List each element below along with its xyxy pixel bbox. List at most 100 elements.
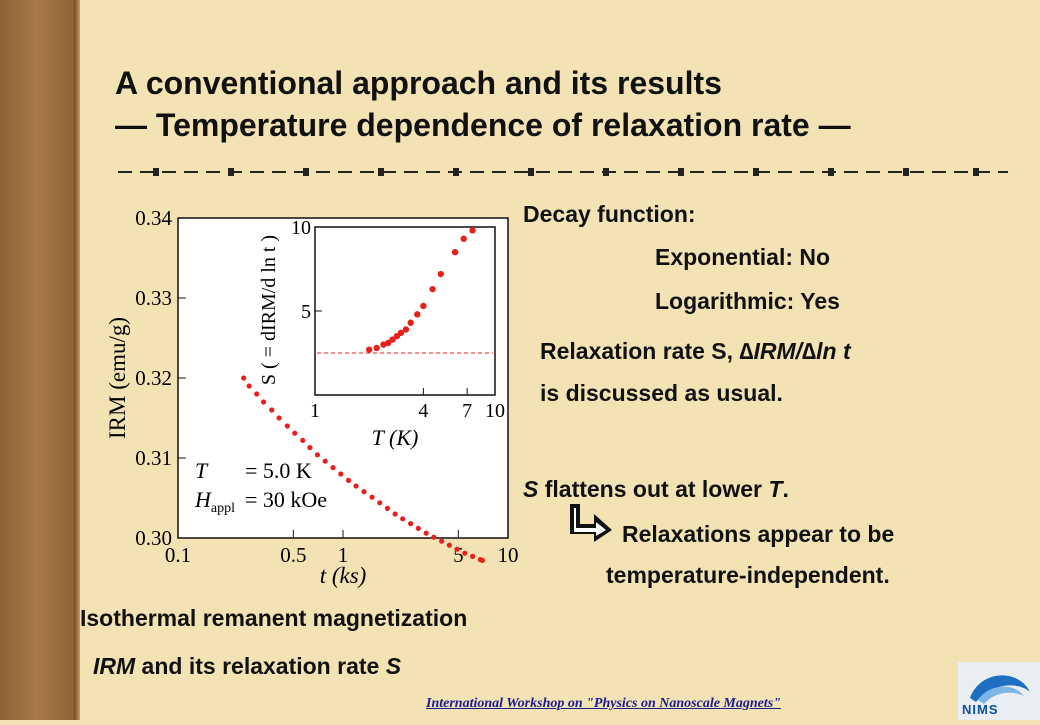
inset-y-label: S ( = dIRM/d ln t ) — [258, 235, 280, 385]
main-data-point — [284, 423, 290, 429]
main-x-label: t (ks) — [320, 563, 367, 588]
main-data-point — [415, 525, 421, 531]
main-data-point — [353, 483, 359, 489]
decay-heading: Decay function: — [523, 201, 696, 227]
dashed-divider — [118, 168, 1008, 176]
inset-data-point — [451, 249, 459, 256]
main-data-point — [338, 471, 344, 477]
main-data-point — [246, 383, 252, 389]
inset-x-tick-label: 7 — [462, 400, 472, 422]
main-data-point — [400, 516, 406, 522]
caption-mid: and its relaxation rate — [135, 653, 386, 679]
main-data-point — [392, 511, 398, 517]
caption-line-2: IRM and its relaxation rate S — [93, 652, 401, 680]
main-y-tick-label: 0.34 — [135, 206, 172, 230]
inset-data-point — [437, 270, 445, 278]
main-y-label: IRM (emu/g) — [105, 317, 130, 439]
main-data-point — [307, 445, 313, 451]
flatten-mid: flattens out at lower — [538, 476, 769, 502]
exponential-result: Exponential: No — [655, 244, 831, 270]
main-data-point — [292, 430, 298, 436]
annotation-temperature-symbol: T — [195, 458, 209, 483]
main-data-point — [462, 550, 468, 556]
main-data-point — [446, 542, 452, 548]
conclusion-line-2: temperature-independent. — [606, 562, 890, 588]
main-data-point — [260, 399, 267, 405]
main-y-tick-label: 0.33 — [135, 286, 172, 310]
workshop-footer-link[interactable]: International Workshop on "Physics on Na… — [426, 696, 781, 711]
annotation-temperature: T = 5.0 K — [195, 458, 312, 483]
inset-data-point — [420, 302, 427, 310]
caption-line-1: Isothermal remanent magnetization — [80, 605, 468, 631]
nims-logo-mark-icon — [970, 675, 1030, 704]
title-line-1: A conventional approach and its results — [115, 65, 722, 101]
main-data-point — [361, 489, 367, 495]
bent-arrow-icon — [570, 504, 612, 542]
inset-y-tick-label: 5 — [301, 301, 311, 323]
inset-x-tick-label: 4 — [418, 400, 428, 422]
nims-logo-text: NIMS — [962, 702, 999, 717]
inset-x-label: T (K) — [372, 425, 419, 450]
relaxation-rate-text: Relaxation rate S, ∆IRM/∆ln t — [540, 337, 851, 365]
main-x-tick-label: 0.1 — [165, 543, 191, 567]
inset-data-point — [384, 339, 392, 347]
caption-irm: IRM — [93, 653, 136, 679]
main-x-tick-label: 1 — [338, 543, 349, 567]
main-data-point — [330, 465, 336, 471]
main-data-point — [479, 557, 486, 563]
main-y-tick-label: 0.30 — [135, 526, 172, 550]
main-data-point — [276, 415, 282, 421]
inset-data-point — [373, 344, 380, 352]
inset-x-tick-label: 1 — [310, 400, 320, 422]
title-line-2: — Temperature dependence of relaxation r… — [115, 107, 851, 143]
main-data-point — [408, 521, 414, 527]
flatten-s: S — [523, 476, 539, 502]
relaxation-rate-formula: ∆IRM/∆ln t — [739, 338, 851, 364]
main-data-point — [377, 500, 383, 506]
inset-data-point — [365, 346, 373, 353]
annotation-field-symbol: H — [194, 487, 212, 512]
main-data-point — [431, 534, 437, 540]
flatten-t: T — [768, 476, 783, 502]
flatten-end: . — [782, 476, 789, 502]
main-data-point — [454, 546, 460, 552]
slide-title: A conventional approach and its results … — [115, 62, 851, 146]
conclusion-line-1: Relaxations appear to be — [622, 521, 895, 547]
annotation-field: Happl = 30 kOe — [194, 487, 327, 516]
annotation-field-subscript: appl — [211, 501, 235, 516]
main-x-tick-label: 10 — [498, 543, 519, 567]
annotation-field-value: = 30 kOe — [245, 487, 327, 512]
inset-data-point — [414, 311, 421, 318]
inset-plot-frame — [314, 226, 496, 396]
logarithmic-result: Logarithmic: Yes — [655, 288, 840, 314]
main-data-point — [269, 407, 275, 413]
main-data-point — [345, 477, 352, 483]
main-data-point — [439, 538, 445, 544]
main-data-point — [369, 494, 375, 500]
inset-data-point — [397, 329, 405, 337]
main-data-point — [254, 391, 260, 397]
caption-s: S — [385, 653, 402, 679]
main-y-tick-label: 0.31 — [135, 446, 172, 470]
inset-data-point — [402, 326, 410, 333]
sidebar-bevel — [74, 0, 80, 720]
inset-data-point — [407, 319, 414, 326]
main-data-point — [469, 553, 476, 559]
relaxation-rate-prefix: Relaxation rate S, — [540, 338, 740, 364]
main-data-point — [314, 452, 321, 458]
main-data-point — [423, 530, 429, 536]
main-y-tick-label: 0.32 — [135, 366, 172, 390]
main-x-tick-label: 5 — [453, 543, 464, 567]
main-data-point — [300, 437, 306, 443]
inset-data-point — [469, 227, 476, 234]
inset-x-tick-label: 10 — [485, 400, 505, 422]
main-data-point — [241, 375, 247, 381]
nims-logo — [958, 662, 1040, 720]
main-data-point — [322, 458, 328, 464]
main-x-tick-label: 0.5 — [280, 543, 306, 567]
irm-relaxation-figure: 0.1 0.5 1 5 10 0.30 0.31 0.32 0.33 0.34 T = 5.0 K H… — [105, 206, 519, 588]
discussed-text: is discussed as usual. — [540, 380, 783, 406]
inset-y-tick-label: 10 — [291, 217, 311, 239]
annotation-temperature-value: = 5.0 K — [245, 458, 312, 483]
decorative-sidebar — [0, 0, 80, 720]
